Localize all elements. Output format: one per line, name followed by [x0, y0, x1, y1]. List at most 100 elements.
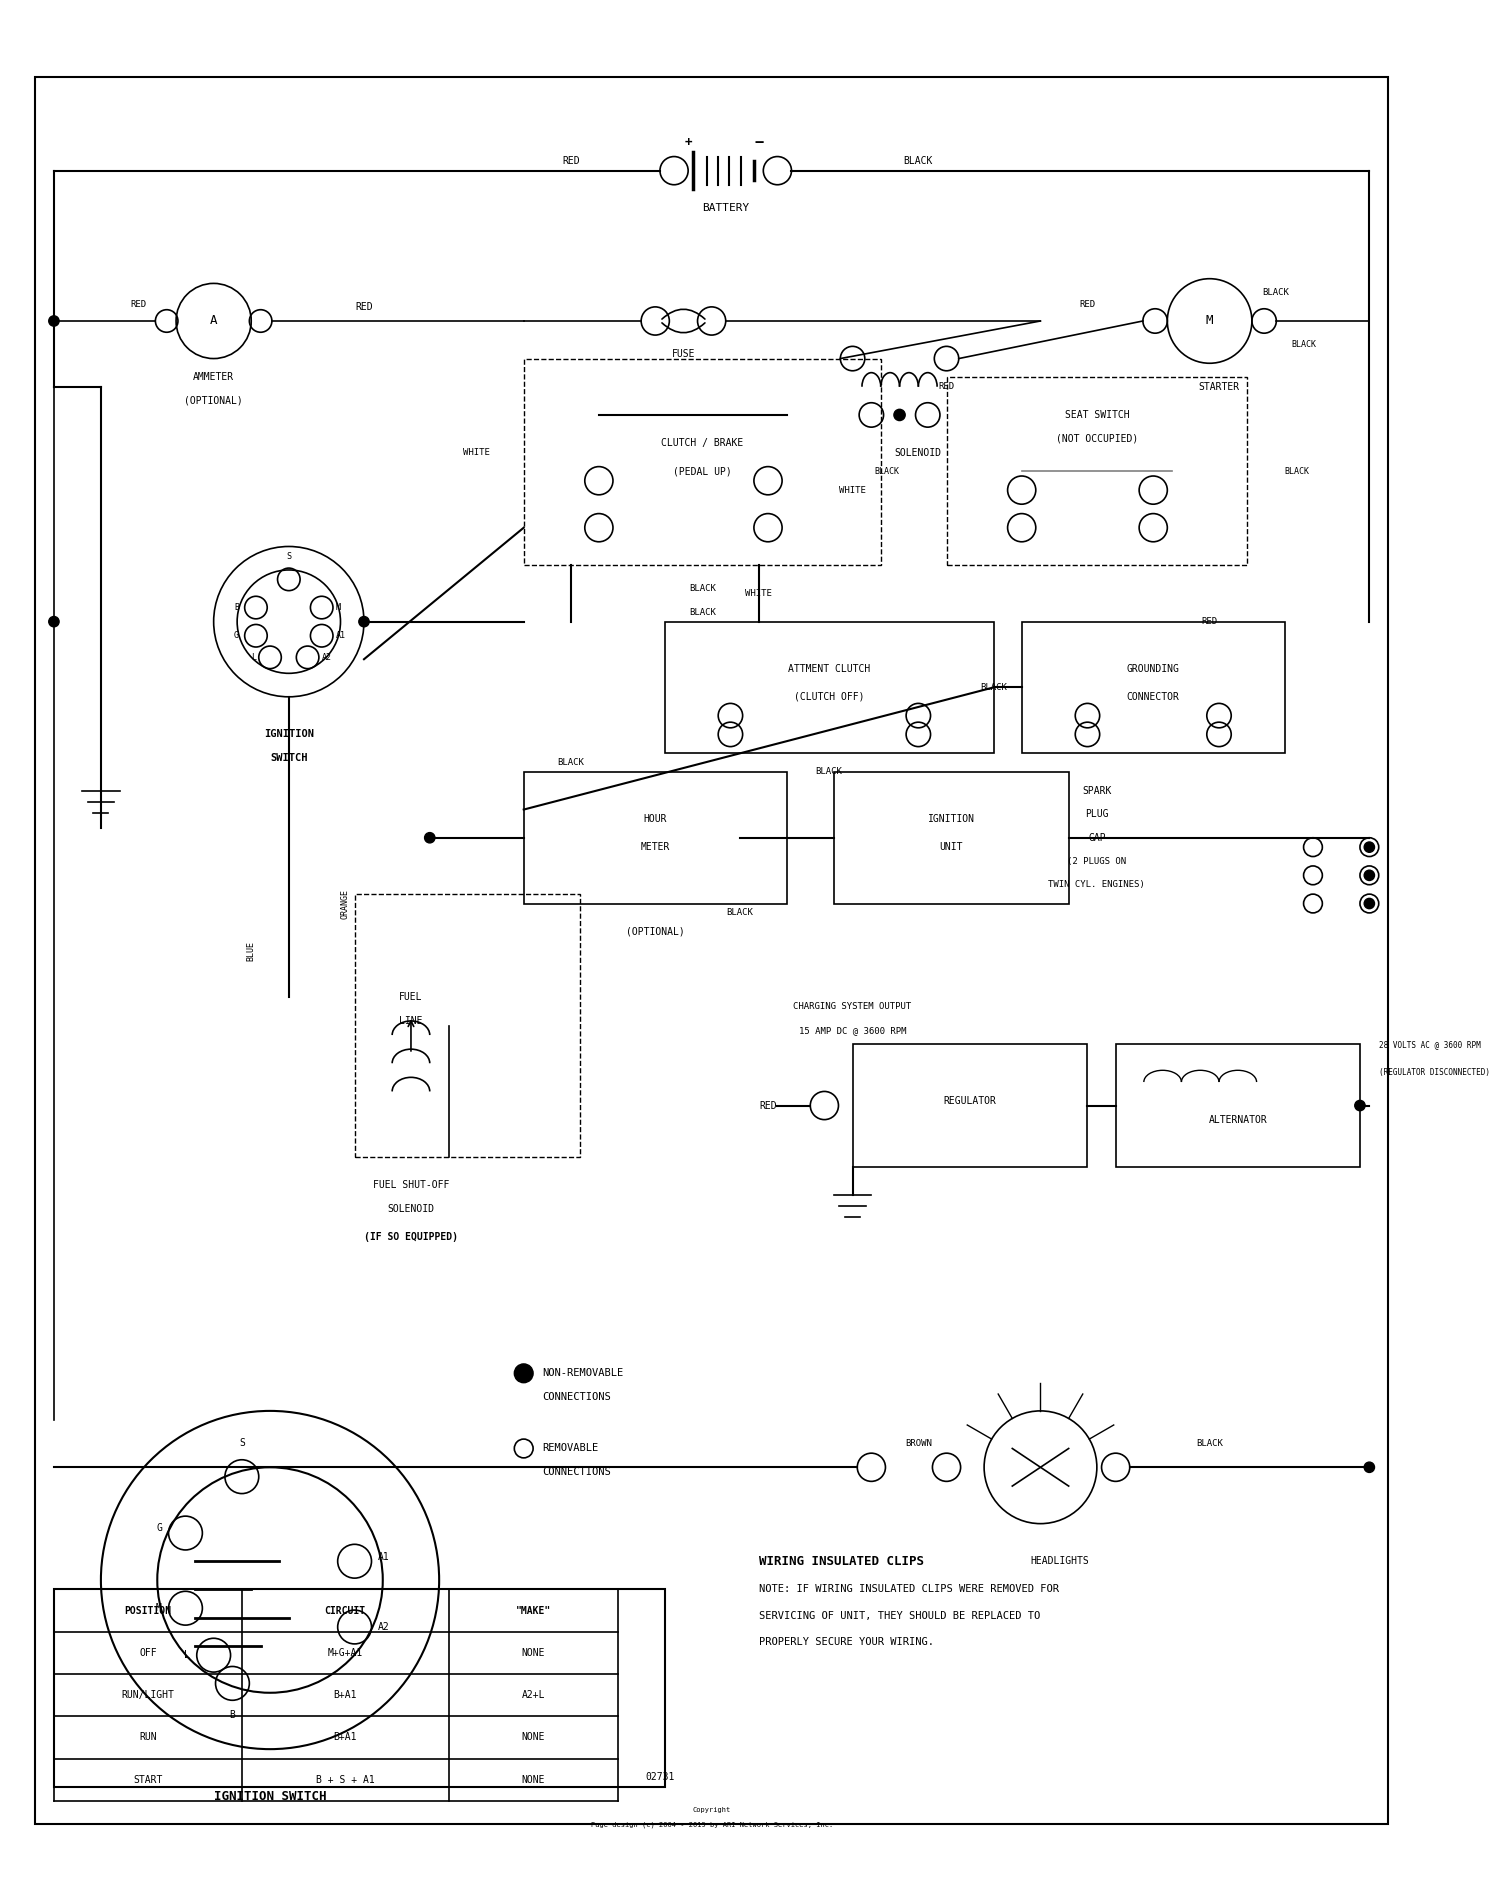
Text: NOTE: IF WIRING INSULATED CLIPS WERE REMOVED FOR: NOTE: IF WIRING INSULATED CLIPS WERE REM… — [759, 1584, 1059, 1595]
Text: BLACK: BLACK — [558, 758, 584, 768]
Circle shape — [1364, 842, 1374, 852]
Text: M+G+A1: M+G+A1 — [327, 1648, 363, 1658]
Circle shape — [358, 616, 369, 627]
Text: A1: A1 — [378, 1551, 390, 1561]
Text: HEADLIGHTS: HEADLIGHTS — [1030, 1557, 1089, 1566]
Bar — [1022, 622, 1286, 753]
Text: −: − — [754, 135, 764, 150]
Text: A2: A2 — [321, 652, 332, 662]
Text: GROUNDING: GROUNDING — [1126, 663, 1179, 673]
Circle shape — [1364, 871, 1374, 880]
Text: REGULATOR: REGULATOR — [944, 1095, 996, 1106]
Text: 28 VOLTS AC @ 3600 RPM: 28 VOLTS AC @ 3600 RPM — [1378, 1040, 1480, 1049]
Text: FUEL: FUEL — [399, 992, 423, 1002]
Text: M: M — [156, 1603, 162, 1614]
Text: S: S — [238, 1439, 244, 1449]
Circle shape — [424, 833, 435, 842]
Text: (NOT OCCUPIED): (NOT OCCUPIED) — [1056, 433, 1138, 443]
Text: L: L — [251, 652, 257, 662]
Text: AMMETER: AMMETER — [194, 373, 234, 382]
Text: BATTERY: BATTERY — [702, 203, 750, 213]
Text: (PEDAL UP): (PEDAL UP) — [674, 466, 732, 477]
Text: LINE: LINE — [399, 1015, 423, 1027]
Text: BLACK: BLACK — [688, 608, 715, 616]
Text: RED: RED — [562, 156, 579, 165]
Text: (OPTIONAL): (OPTIONAL) — [626, 926, 684, 937]
Text: RED: RED — [356, 302, 374, 312]
Text: UNIT: UNIT — [939, 842, 963, 852]
Text: "MAKE": "MAKE" — [516, 1606, 550, 1616]
Text: SEAT SWITCH: SEAT SWITCH — [1065, 411, 1130, 420]
Text: 02731: 02731 — [646, 1772, 675, 1783]
Text: FUSE: FUSE — [672, 350, 694, 359]
Text: BLACK: BLACK — [726, 909, 753, 918]
Text: NONE: NONE — [522, 1776, 544, 1785]
Text: METER: METER — [640, 842, 670, 852]
Bar — [1116, 1044, 1360, 1167]
Text: CONNECTIONS: CONNECTIONS — [543, 1392, 612, 1401]
Circle shape — [1364, 1462, 1374, 1473]
Circle shape — [1364, 899, 1374, 909]
Text: ATTMENT CLUTCH: ATTMENT CLUTCH — [788, 663, 870, 673]
Text: Page design (c) 2004 - 2019 by ARI Network Services, Inc.: Page design (c) 2004 - 2019 by ARI Netwo… — [591, 1821, 832, 1827]
Text: BLACK: BLACK — [1286, 468, 1310, 475]
Bar — [834, 772, 1068, 903]
Text: HOUR: HOUR — [644, 814, 668, 823]
Text: BLACK: BLACK — [903, 156, 933, 165]
Text: SPARK: SPARK — [1082, 785, 1112, 797]
Bar — [664, 622, 993, 753]
Bar — [54, 1589, 664, 1787]
Text: TWIN CYL. ENGINES): TWIN CYL. ENGINES) — [1048, 880, 1144, 890]
Text: CHARGING SYSTEM OUTPUT: CHARGING SYSTEM OUTPUT — [794, 1002, 912, 1011]
Text: FUEL SHUT-OFF: FUEL SHUT-OFF — [374, 1181, 448, 1190]
Text: SOLENOID: SOLENOID — [387, 1203, 435, 1215]
Text: WIRING INSULATED CLIPS: WIRING INSULATED CLIPS — [759, 1555, 924, 1568]
Text: IGNITION SWITCH: IGNITION SWITCH — [214, 1789, 327, 1802]
Text: RED: RED — [759, 1101, 777, 1110]
Text: BROWN: BROWN — [904, 1439, 932, 1449]
Text: (IF SO EQUIPPED): (IF SO EQUIPPED) — [364, 1232, 458, 1241]
Text: ORANGE: ORANGE — [340, 888, 350, 918]
Text: 15 AMP DC @ 3600 RPM: 15 AMP DC @ 3600 RPM — [800, 1027, 906, 1034]
Text: SOLENOID: SOLENOID — [896, 447, 942, 458]
Text: BLACK: BLACK — [688, 584, 715, 593]
Text: STARTER: STARTER — [1198, 382, 1239, 392]
Text: SWITCH: SWITCH — [270, 753, 308, 762]
Text: B: B — [230, 1709, 236, 1720]
Text: WHITE: WHITE — [746, 589, 772, 599]
Text: B+A1: B+A1 — [333, 1732, 357, 1743]
Text: BLACK: BLACK — [874, 468, 900, 475]
Text: OFF: OFF — [140, 1648, 156, 1658]
Text: BLUE: BLUE — [246, 941, 255, 960]
Text: M: M — [1206, 314, 1214, 327]
Text: RED: RED — [939, 382, 954, 392]
Circle shape — [50, 616, 58, 627]
Text: (OPTIONAL): (OPTIONAL) — [184, 395, 243, 405]
Text: +: + — [684, 137, 692, 148]
Text: SERVICING OF UNIT, THEY SHOULD BE REPLACED TO: SERVICING OF UNIT, THEY SHOULD BE REPLAC… — [759, 1610, 1040, 1622]
Text: ALTERNATOR: ALTERNATOR — [1209, 1114, 1268, 1125]
Text: BLACK: BLACK — [1262, 289, 1288, 297]
Text: WHITE: WHITE — [464, 449, 490, 456]
Bar — [946, 378, 1246, 565]
Text: PLUG: PLUG — [1084, 810, 1108, 819]
Text: IGNITION: IGNITION — [927, 814, 975, 823]
Text: RED: RED — [130, 300, 147, 308]
Text: BLACK: BLACK — [816, 768, 843, 776]
Text: CONNECTIONS: CONNECTIONS — [543, 1468, 612, 1477]
Text: BLACK: BLACK — [980, 682, 1006, 692]
Text: G: G — [156, 1523, 162, 1534]
Text: BLACK: BLACK — [1196, 1439, 1222, 1449]
Text: RUN/LIGHT: RUN/LIGHT — [122, 1690, 174, 1699]
Text: B+A1: B+A1 — [333, 1690, 357, 1699]
Bar — [524, 359, 880, 565]
Text: G: G — [234, 631, 238, 641]
Circle shape — [514, 1363, 532, 1382]
Text: A1: A1 — [336, 631, 346, 641]
Text: RED: RED — [1202, 618, 1218, 625]
Bar — [852, 1044, 1088, 1167]
Bar — [354, 893, 580, 1158]
Text: RED: RED — [1080, 300, 1095, 308]
Text: B + S + A1: B + S + A1 — [316, 1776, 375, 1785]
Text: BLACK: BLACK — [1292, 340, 1316, 350]
